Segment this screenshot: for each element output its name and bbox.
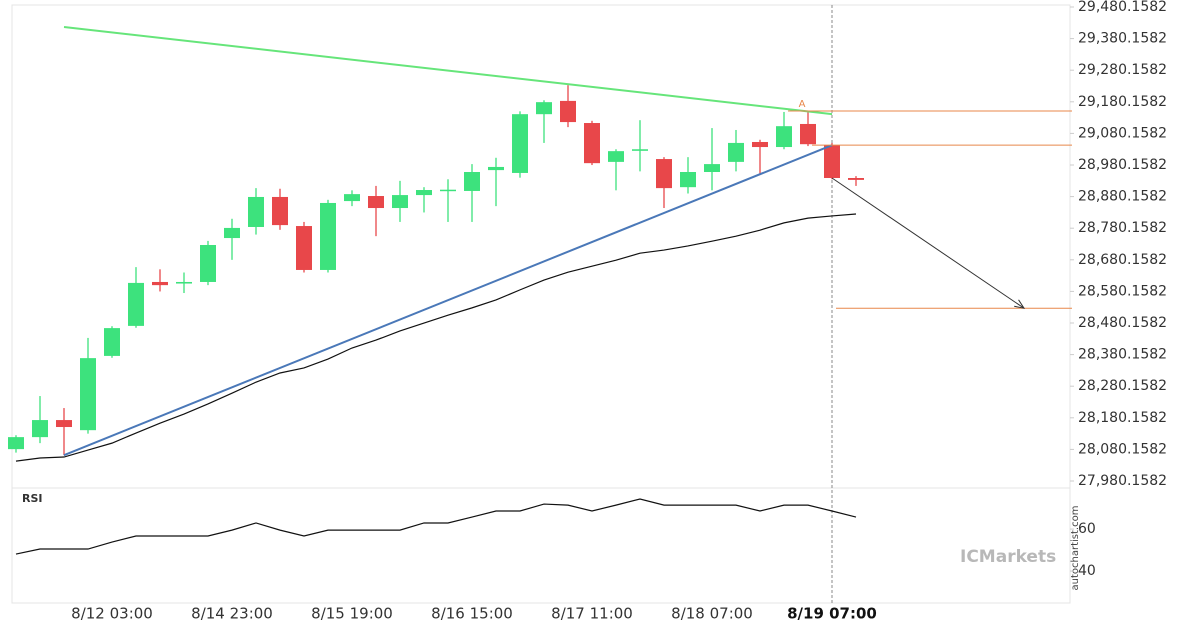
y-tick-label: 40 (1078, 563, 1096, 579)
y-tick-label: 28,780.1582 (1078, 220, 1167, 236)
rsi-line (15, 498, 857, 555)
moving-average (15, 213, 857, 462)
y-tick-label: 60 (1078, 521, 1096, 537)
candle-body (632, 149, 648, 151)
candle-body (128, 282, 144, 326)
candle-body (728, 142, 744, 162)
y-tick-label: 28,280.1582 (1078, 378, 1167, 394)
y-tick-label: 27,980.1582 (1078, 473, 1167, 489)
arrow-head (1014, 299, 1026, 309)
candle-body (248, 196, 264, 227)
y-tick-label: 28,980.1582 (1078, 157, 1167, 173)
candle-body (560, 100, 576, 123)
candle-body (392, 195, 408, 209)
candle-body (416, 190, 432, 196)
watermark: autochartist.com (1070, 506, 1081, 591)
candle-body (368, 196, 384, 209)
x-tick-label: 8/19 07:00 (787, 605, 877, 623)
trendline (63, 25, 833, 116)
candle-body (488, 166, 504, 171)
y-tick-label: 28,480.1582 (1078, 315, 1167, 331)
candle-body (800, 123, 816, 145)
y-tick-label: 29,280.1582 (1078, 62, 1167, 78)
candle-body (680, 172, 696, 188)
y-tick-label: 28,680.1582 (1078, 252, 1167, 268)
y-tick-label: 28,080.1582 (1078, 441, 1167, 457)
y-tick-label: 29,480.1582 (1078, 0, 1167, 15)
candle-body (608, 151, 624, 162)
candle-body (536, 102, 552, 115)
candle-body (104, 328, 120, 356)
candle-body (176, 281, 192, 284)
y-tick-label: 28,880.1582 (1078, 189, 1167, 205)
candle-body (200, 244, 216, 282)
candle-body (272, 196, 288, 226)
candle-body (656, 159, 672, 189)
candle-body (752, 141, 768, 148)
candle-body (80, 358, 96, 431)
x-tick-label: 8/18 07:00 (671, 605, 753, 623)
candle-body (464, 172, 480, 191)
y-tick-label: 29,180.1582 (1078, 94, 1167, 110)
y-tick-label: 29,380.1582 (1078, 31, 1167, 47)
candle-body (824, 145, 840, 179)
forecast-arrow (831, 177, 1025, 309)
candle-body (56, 420, 72, 428)
x-tick-label: 8/14 23:00 (191, 605, 273, 623)
x-tick-label: 8/12 03:00 (71, 605, 153, 623)
y-tick-label: 28,380.1582 (1078, 347, 1167, 363)
y-tick-label: 28,580.1582 (1078, 283, 1167, 299)
x-tick-label: 8/15 19:00 (311, 605, 393, 623)
candle-body (776, 126, 792, 148)
candle-body (704, 164, 720, 173)
candle-body (584, 123, 600, 164)
candle-body (152, 281, 168, 286)
plot-frame (11, 4, 1071, 604)
candle-body (224, 227, 240, 239)
brand-logo: ICMarkets (960, 547, 1056, 567)
rsi-title: RSI (22, 492, 43, 505)
trendline (63, 144, 833, 457)
candle-body (32, 420, 48, 438)
candle-body (512, 114, 528, 173)
x-tick-label: 8/17 11:00 (551, 605, 633, 623)
y-tick-label: 29,080.1582 (1078, 125, 1167, 141)
y-tick-label: 28,180.1582 (1078, 410, 1167, 426)
candle-body (296, 226, 312, 270)
pattern-label: A (799, 99, 806, 110)
candle-body (320, 202, 336, 270)
candle-body (8, 437, 24, 450)
x-tick-label: 8/16 15:00 (431, 605, 513, 623)
candle-body (440, 189, 456, 192)
candle-body (848, 178, 864, 180)
candle-body (344, 194, 360, 202)
